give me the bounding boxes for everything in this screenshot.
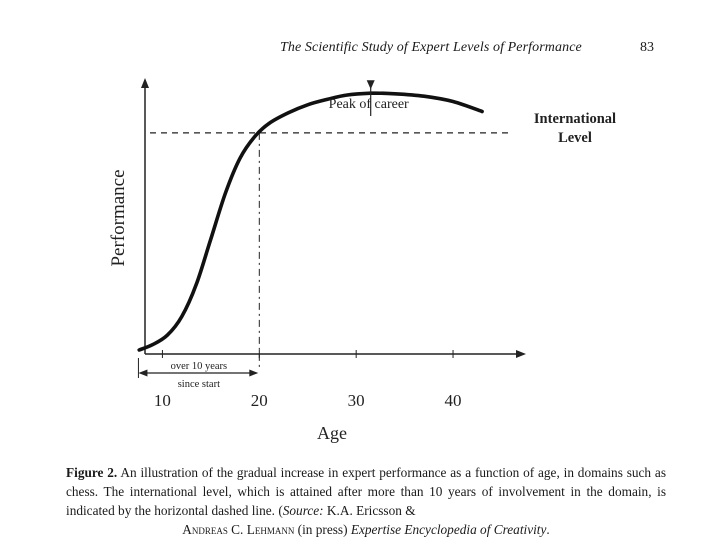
span-label-top: over 10 years	[171, 361, 228, 372]
performance-curve	[137, 91, 484, 352]
x-tick-label-40: 40	[445, 391, 462, 410]
caption-source-authors-1: K.A. Ericsson &	[323, 503, 416, 518]
axes	[141, 78, 526, 358]
span-arrowhead-left	[138, 369, 148, 377]
caption-source-authors-2: Andreas C. Lehmann	[182, 522, 295, 537]
x-tick-labels: 10 20 30 40	[154, 391, 462, 410]
caption-source-book: Expertise Encyclopedia of Creativity	[350, 522, 547, 537]
x-axis-label: Age	[317, 423, 347, 443]
x-tick-label-30: 30	[348, 391, 365, 410]
peak-annotation-label: Peak of career	[329, 97, 409, 112]
span-arrowhead-right	[249, 369, 259, 377]
international-level-label-line2: Level	[558, 130, 592, 146]
international-level-label: International Level	[534, 111, 616, 146]
page-number: 83	[640, 40, 654, 55]
caption-source-label: Source:	[282, 503, 324, 518]
international-level-label-line1: International	[534, 111, 616, 127]
y-axis-label: Performance	[108, 169, 129, 266]
peak-annotation: Peak of career	[329, 80, 409, 116]
span-annotation: over 10 years since start	[137, 358, 259, 390]
x-tick-label-20: 20	[251, 391, 268, 410]
span-label-bottom: since start	[178, 379, 220, 390]
y-axis-arrowhead	[141, 78, 149, 88]
caption-source-press: (in press)	[294, 522, 351, 537]
caption-text: An illustration of the gradual increase …	[66, 465, 666, 518]
caption-end: .	[546, 522, 550, 537]
running-head: The Scientific Study of Expert Levels of…	[280, 40, 582, 55]
figure-caption: Figure 2. An illustration of the gradual…	[66, 463, 666, 539]
peak-arrowhead	[366, 80, 375, 90]
x-tick-label-10: 10	[154, 391, 171, 410]
performance-chart: Peak of career International Level over …	[108, 78, 616, 443]
x-axis-arrowhead	[516, 350, 526, 358]
caption-figure-label: Figure 2.	[66, 465, 118, 480]
